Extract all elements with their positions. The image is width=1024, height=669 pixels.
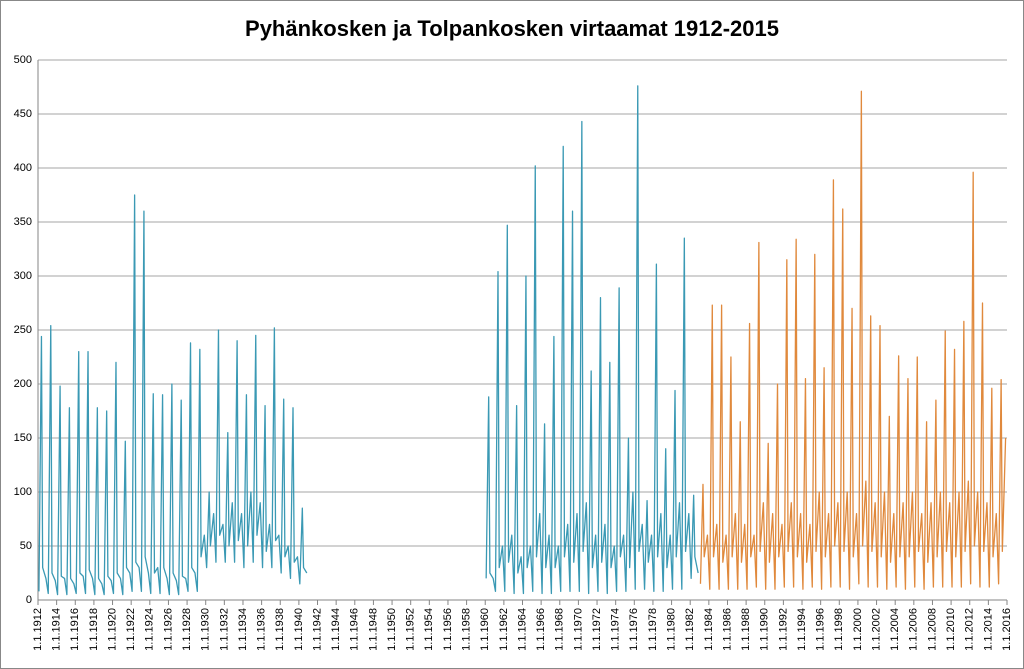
x-tick-label: 1.1.1922	[125, 608, 137, 651]
y-tick-label: 0	[26, 594, 32, 606]
x-tick-label: 1.1.1972	[591, 608, 603, 651]
chart-title: Pyhänkosken ja Tolpankosken virtaamat 19…	[245, 16, 779, 41]
x-tick-label: 1.1.1934	[237, 608, 249, 651]
x-tick-label: 1.1.1940	[293, 608, 305, 651]
x-tick-label: 1.1.1978	[647, 608, 659, 651]
x-tick-label: 1.1.1948	[367, 608, 379, 651]
y-tick-label: 50	[20, 540, 32, 552]
x-tick-label: 1.1.1956	[442, 608, 454, 651]
x-tick-label: 1.1.1996	[815, 608, 827, 651]
x-tick-label: 1.1.1932	[218, 608, 230, 651]
x-tick-label: 1.1.2014	[982, 608, 994, 651]
x-tick-label: 1.1.1976	[628, 608, 640, 651]
x-tick-label: 1.1.1912	[32, 608, 44, 651]
x-tick-label: 1.1.1954	[423, 608, 435, 651]
y-tick-label: 300	[14, 270, 32, 282]
x-tick-label: 1.1.1964	[516, 608, 528, 651]
x-tick-label: 1.1.1946	[349, 608, 361, 651]
x-tick-label: 1.1.1920	[106, 608, 118, 651]
x-tick-label: 1.1.1970	[572, 608, 584, 651]
series-line	[38, 85, 699, 596]
x-tick-label: 1.1.2004	[889, 608, 901, 651]
x-tick-label: 1.1.1938	[274, 608, 286, 651]
x-tick-label: 1.1.1944	[330, 608, 342, 651]
y-tick-label: 350	[14, 216, 32, 228]
series-line	[699, 90, 1007, 590]
x-tick-label: 1.1.1968	[554, 608, 566, 651]
x-tick-label: 1.1.1950	[386, 608, 398, 651]
x-tick-label: 1.1.1986	[721, 608, 733, 651]
y-tick-label: 500	[14, 54, 32, 66]
x-tick-label: 1.1.2016	[1001, 608, 1013, 651]
x-tick-label: 1.1.1992	[777, 608, 789, 651]
x-tick-label: 1.1.1994	[796, 608, 808, 651]
x-tick-label: 1.1.1990	[759, 608, 771, 651]
x-tick-label: 1.1.1960	[479, 608, 491, 651]
y-tick-label: 450	[14, 108, 32, 120]
x-tick-label: 1.1.1914	[51, 608, 63, 651]
x-tick-label: 1.1.1916	[69, 608, 81, 651]
x-tick-label: 1.1.2008	[926, 608, 938, 651]
y-tick-label: 200	[14, 378, 32, 390]
x-tick-label: 1.1.1966	[535, 608, 547, 651]
x-tick-label: 1.1.1988	[740, 608, 752, 651]
x-tick-label: 1.1.2000	[852, 608, 864, 651]
x-tick-label: 1.1.1918	[88, 608, 100, 651]
x-tick-label: 1.1.1924	[144, 608, 156, 651]
y-tick-label: 400	[14, 162, 32, 174]
x-tick-label: 1.1.1958	[461, 608, 473, 651]
x-tick-label: 1.1.1984	[703, 608, 715, 651]
x-tick-label: 1.1.2002	[870, 608, 882, 651]
x-tick-label: 1.1.2010	[945, 608, 957, 651]
x-tick-label: 1.1.1930	[200, 608, 212, 651]
x-tick-label: 1.1.1974	[610, 608, 622, 651]
y-tick-label: 150	[14, 432, 32, 444]
x-tick-label: 1.1.1926	[162, 608, 174, 651]
x-tick-label: 1.1.1982	[684, 608, 696, 651]
x-tick-label: 1.1.1980	[665, 608, 677, 651]
y-tick-label: 100	[14, 486, 32, 498]
x-tick-label: 1.1.1998	[833, 608, 845, 651]
x-tick-label: 1.1.1942	[311, 608, 323, 651]
x-tick-label: 1.1.1928	[181, 608, 193, 651]
x-tick-label: 1.1.2012	[964, 608, 976, 651]
x-tick-label: 1.1.1936	[256, 608, 268, 651]
y-tick-label: 250	[14, 324, 32, 336]
x-tick-label: 1.1.1962	[498, 608, 510, 651]
x-tick-label: 1.1.2006	[908, 608, 920, 651]
x-tick-label: 1.1.1952	[405, 608, 417, 651]
